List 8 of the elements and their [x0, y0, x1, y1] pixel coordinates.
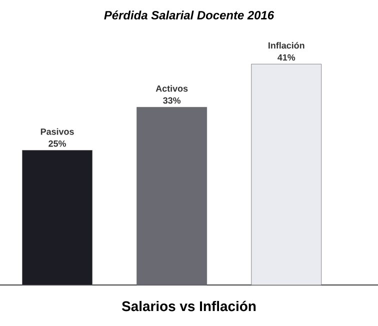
- chart-title: Pérdida Salarial Docente 2016: [104, 10, 274, 20]
- data-label: 33%: [163, 97, 181, 104]
- x-tick-label: Activos: [156, 85, 188, 92]
- x-tick-label: Inflación: [268, 42, 304, 49]
- data-label: 41%: [278, 54, 296, 61]
- x-axis-title: Salarios vs Inflación: [122, 300, 256, 312]
- data-label: 25%: [48, 140, 66, 147]
- x-tick-label: Pasivos: [40, 128, 74, 135]
